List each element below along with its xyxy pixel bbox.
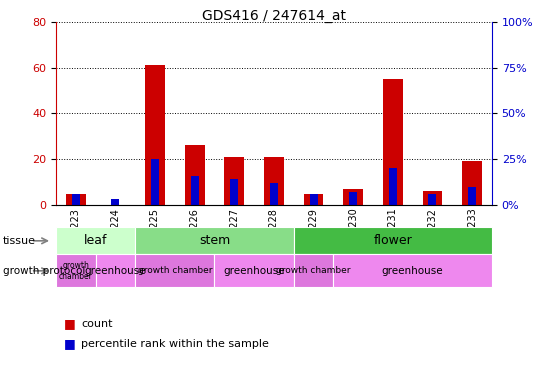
Bar	[230, 179, 238, 205]
Text: greenhouse: greenhouse	[382, 266, 443, 276]
Bar	[151, 159, 159, 205]
Text: stem: stem	[199, 234, 230, 247]
Bar	[429, 194, 437, 205]
Text: ■: ■	[64, 337, 76, 351]
Bar	[135, 227, 293, 254]
Bar	[389, 168, 397, 205]
Text: leaf: leaf	[84, 234, 107, 247]
Bar	[383, 79, 402, 205]
Bar	[111, 199, 119, 205]
Bar	[135, 254, 215, 287]
Bar	[264, 157, 284, 205]
Bar	[293, 254, 333, 287]
Bar	[310, 194, 318, 205]
Text: percentile rank within the sample: percentile rank within the sample	[81, 339, 269, 349]
Text: growth
chamber: growth chamber	[59, 261, 93, 281]
Bar	[215, 254, 293, 287]
Bar	[343, 189, 363, 205]
Text: GDS416 / 247614_at: GDS416 / 247614_at	[202, 9, 346, 23]
Bar	[293, 227, 492, 254]
Bar	[191, 176, 198, 205]
Text: greenhouse: greenhouse	[223, 266, 285, 276]
Text: growth chamber: growth chamber	[276, 266, 351, 275]
Bar	[462, 161, 482, 205]
Bar	[423, 191, 442, 205]
Text: count: count	[81, 319, 112, 329]
Bar	[145, 66, 165, 205]
Bar	[304, 194, 324, 205]
Text: growth chamber: growth chamber	[138, 266, 212, 275]
Bar	[333, 254, 492, 287]
Bar	[224, 157, 244, 205]
Text: growth protocol: growth protocol	[3, 266, 85, 276]
Bar	[56, 227, 135, 254]
Bar	[270, 183, 278, 205]
Bar	[349, 192, 357, 205]
Bar	[96, 254, 135, 287]
Bar	[72, 194, 80, 205]
Bar	[468, 187, 476, 205]
Bar	[56, 254, 96, 287]
Text: flower: flower	[373, 234, 412, 247]
Text: ■: ■	[64, 317, 76, 330]
Bar	[66, 194, 86, 205]
Text: tissue: tissue	[3, 236, 36, 246]
Bar	[184, 146, 205, 205]
Text: greenhouse: greenhouse	[84, 266, 146, 276]
